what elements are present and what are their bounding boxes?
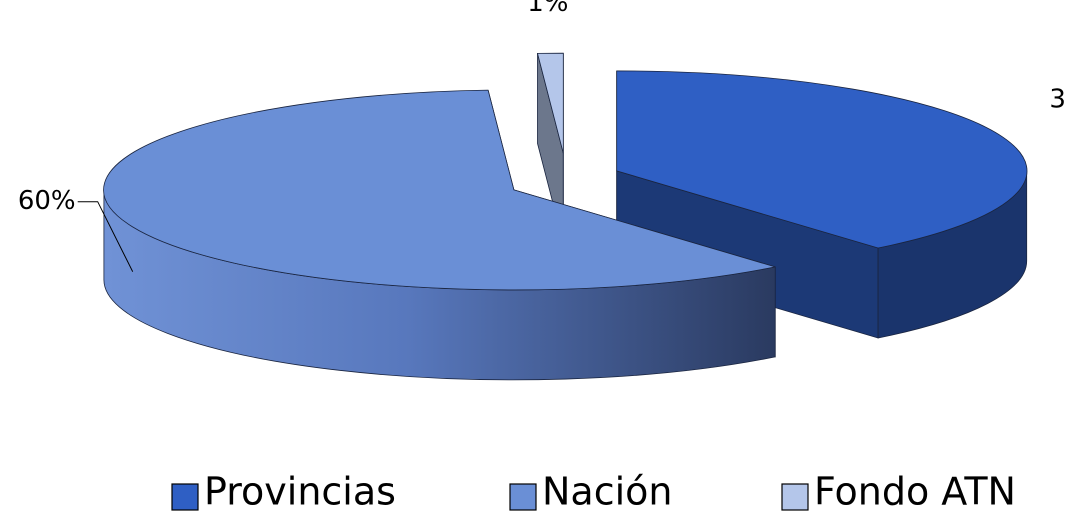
data-label: 39%	[1049, 84, 1065, 114]
legend-swatch	[171, 483, 199, 511]
legend-swatch	[509, 483, 537, 511]
legend-label: Fondo ATN	[814, 470, 1016, 514]
legend-label: Nación	[542, 470, 673, 514]
data-label: 1%	[527, 0, 568, 18]
slice	[536, 52, 564, 154]
legend-swatch	[781, 483, 809, 511]
slice	[616, 70, 1028, 249]
slice	[103, 89, 776, 291]
data-label: 60%	[18, 186, 76, 216]
leader-line	[77, 201, 134, 272]
legend-label: Provincias	[204, 470, 396, 514]
